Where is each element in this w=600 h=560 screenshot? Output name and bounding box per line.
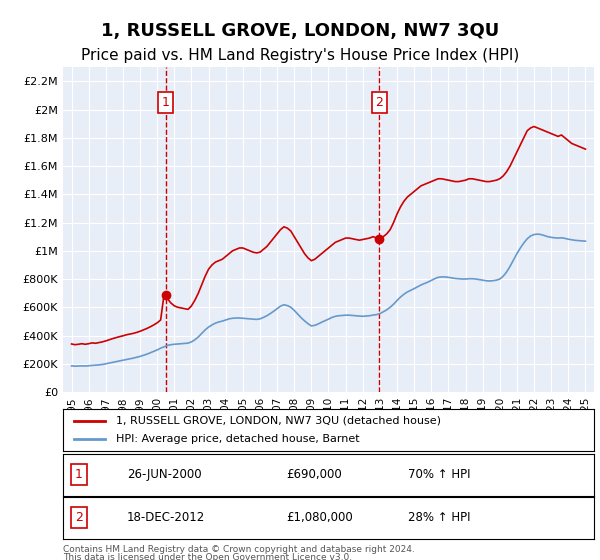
Text: Price paid vs. HM Land Registry's House Price Index (HPI): Price paid vs. HM Land Registry's House …: [81, 48, 519, 63]
Text: 18-DEC-2012: 18-DEC-2012: [127, 511, 205, 524]
Text: 2: 2: [75, 511, 83, 524]
Text: 28% ↑ HPI: 28% ↑ HPI: [408, 511, 470, 524]
Text: 1, RUSSELL GROVE, LONDON, NW7 3QU: 1, RUSSELL GROVE, LONDON, NW7 3QU: [101, 22, 499, 40]
Text: 1, RUSSELL GROVE, LONDON, NW7 3QU (detached house): 1, RUSSELL GROVE, LONDON, NW7 3QU (detac…: [116, 416, 441, 426]
Text: 1: 1: [161, 96, 170, 109]
Text: £1,080,000: £1,080,000: [286, 511, 353, 524]
Text: £690,000: £690,000: [286, 468, 342, 481]
Text: Contains HM Land Registry data © Crown copyright and database right 2024.: Contains HM Land Registry data © Crown c…: [63, 545, 415, 554]
Text: 70% ↑ HPI: 70% ↑ HPI: [408, 468, 470, 481]
Text: This data is licensed under the Open Government Licence v3.0.: This data is licensed under the Open Gov…: [63, 553, 352, 560]
Text: 1: 1: [75, 468, 83, 481]
Text: HPI: Average price, detached house, Barnet: HPI: Average price, detached house, Barn…: [116, 434, 360, 444]
Text: 2: 2: [375, 96, 383, 109]
Text: 26-JUN-2000: 26-JUN-2000: [127, 468, 202, 481]
